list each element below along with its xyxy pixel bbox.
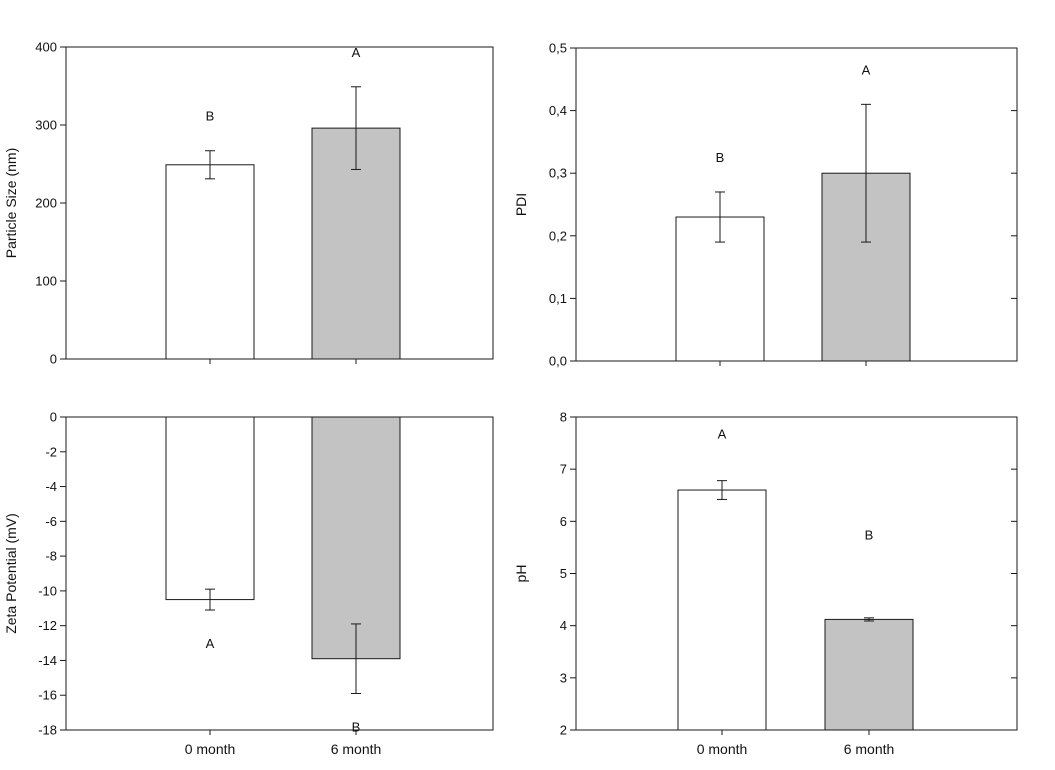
chart-panel-2: 0,0 0,1 0,2 0,3 0,4 0,5 PDI B A (513, 41, 1018, 369)
y-tick-label: 3 (560, 670, 567, 685)
y-tick-label: 300 (35, 118, 57, 133)
chart-panel-1: 0 100 200 300 400 Particle Size (nm) B A (3, 40, 494, 367)
y-tick-label: -16 (38, 688, 57, 703)
plot-frame (65, 416, 494, 731)
y-tick-label: -18 (38, 723, 57, 738)
y-tick-label: -6 (45, 514, 57, 529)
y-tick-label: 0,5 (549, 41, 567, 56)
bar-6-month (311, 416, 401, 660)
y-tick-label: -4 (45, 479, 57, 494)
x-category-label: 6 month (331, 741, 382, 757)
x-category-label: 0 month (185, 741, 236, 757)
significance-letter: B (206, 109, 215, 124)
y-tick-label: 8 (560, 410, 567, 425)
x-category-label: 0 month (697, 741, 748, 757)
y-axis-label: Zeta Potential (mV) (3, 513, 19, 634)
bar-6-month (824, 618, 914, 731)
y-tick-label: 200 (35, 196, 57, 211)
bar-0-month (165, 416, 255, 601)
y-axis-label: pH (513, 565, 529, 583)
y-tick-label: 400 (35, 40, 57, 55)
significance-letter: A (352, 45, 361, 60)
y-tick-label: 0,0 (549, 354, 567, 369)
significance-letter: A (718, 427, 727, 442)
y-tick-label: -2 (45, 444, 57, 459)
y-tick-label: 2 (560, 723, 567, 738)
chart-panel-3: -18 -16 -14 -12 -10 -8 -6 -4 -2 0 Zeta Potential (… (3, 410, 494, 757)
plot-frame (575, 416, 1018, 731)
y-axis-label: PDI (513, 193, 529, 216)
y-tick-label: 7 (560, 462, 567, 477)
significance-letter: B (352, 719, 361, 734)
y-tick-label: -8 (45, 549, 57, 564)
y-axis-label: Particle Size (nm) (3, 148, 19, 258)
y-tick-label: 0,4 (549, 103, 567, 118)
y-tick-label: 100 (35, 274, 57, 289)
significance-letter: A (206, 636, 215, 651)
y-tick-label: 0,3 (549, 166, 567, 181)
y-tick-label: -12 (38, 618, 57, 633)
y-tick-label: 0,2 (549, 228, 567, 243)
bar-0-month (677, 489, 767, 731)
x-category-label: 6 month (844, 741, 895, 757)
y-tick-label: 6 (560, 514, 567, 529)
significance-letter: B (716, 150, 725, 165)
plot-frame (65, 46, 494, 360)
plot-frame (575, 47, 1018, 362)
y-tick-label: 0 (50, 352, 57, 367)
significance-letter: A (862, 62, 871, 77)
chart-panel-4: 2 3 4 5 6 7 8 pH A 0 month B 6 month (513, 410, 1018, 757)
y-tick-label: 0,1 (549, 291, 567, 306)
y-tick-label: -10 (38, 583, 57, 598)
bar-0-month (165, 164, 255, 360)
y-tick-label: 4 (560, 618, 567, 633)
y-tick-label: 5 (560, 566, 567, 581)
y-tick-label: -14 (38, 653, 57, 668)
significance-letter: B (865, 527, 874, 542)
y-tick-label: 0 (50, 410, 57, 425)
